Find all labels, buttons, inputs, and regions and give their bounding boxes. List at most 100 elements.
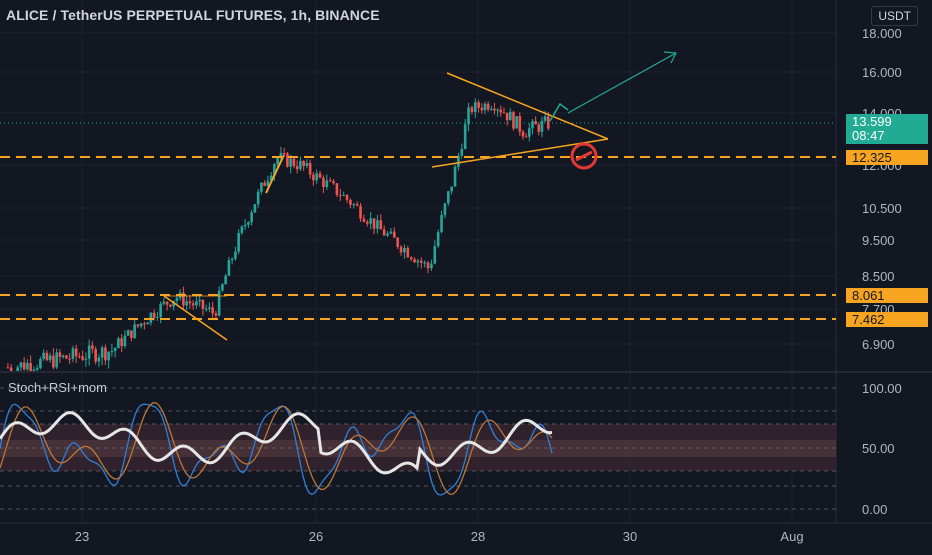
candle-body [393,231,396,238]
candle-body [139,323,143,327]
breakout-arrow-small[interactable] [549,102,569,122]
candle-body [97,357,101,362]
candle-body [490,108,493,110]
candle-body [399,246,403,253]
rsi-line [0,411,553,475]
candle-body [528,128,531,137]
candle-body [332,181,335,184]
candle-body [136,324,140,327]
candle-body [19,362,23,368]
candle-body [382,229,386,236]
time-tick-label: 30 [623,529,637,544]
price-axis[interactable]: 18.00016.00014.00012.00010.5009.5008.500… [862,26,902,352]
time-tick-label: Aug [780,529,803,544]
candle-body [182,292,185,306]
candle-body [443,203,447,216]
candle-body [253,204,257,213]
candle-body [518,116,522,132]
candle-body [123,335,127,347]
candle-body [292,158,296,167]
candle-body [349,199,352,205]
time-axis[interactable]: 23 26 28 30 Aug [75,529,804,544]
candle-body [107,351,110,361]
candle-body [328,180,332,182]
level-badge-1: 12.325 [846,150,928,165]
candle-body [477,102,480,108]
candle-body [359,205,362,219]
candle-body [423,262,426,264]
projection-arrow[interactable] [567,52,677,114]
candle-body [512,111,515,129]
candle-body [260,182,263,192]
candle-body [84,358,88,360]
candle-body [217,290,221,316]
candle-body [224,275,227,285]
level-badge-2: 8.061 [846,288,928,303]
candle-body [299,160,302,170]
candle-body [263,182,266,186]
candle-body [185,301,188,306]
candle-body [133,324,136,338]
flag-lower-trendline[interactable] [163,295,228,341]
candle-body [453,166,457,187]
candle-body [195,301,198,306]
candle-body [276,157,279,165]
flag-pole-line[interactable] [265,154,285,194]
candle-body [45,352,49,361]
candle-body [91,345,94,349]
candle-body [480,107,484,111]
currency-button[interactable]: USDT [871,6,918,26]
candle-body [286,153,289,167]
candle-body [474,102,477,112]
candle-body [537,124,541,132]
candle-body [496,109,499,111]
candle-body [372,218,376,229]
candle-body [48,355,52,361]
stoch-d-line [0,402,553,495]
time-tick-label: 23 [75,529,89,544]
candle-body [120,338,123,347]
triangle-upper-trendline[interactable] [446,72,609,140]
price-tick-label: 10.500 [862,201,902,216]
time-tick-label: 26 [309,529,323,544]
candle-body [269,175,273,181]
candle-body [143,323,146,325]
candle-body [524,136,528,138]
candle-body [237,232,240,252]
candle-body [467,107,470,125]
candle-body [355,204,359,206]
candle-body [420,260,423,263]
candle-body [515,116,518,129]
prohibited-icon[interactable] [570,142,598,170]
candlestick-series [6,98,550,371]
candle-body [169,304,172,307]
candle-body [243,224,247,227]
price-tick-label: 16.000 [862,65,902,80]
indicator-name[interactable]: Stoch+RSI+mom [8,380,107,395]
candle-body [71,348,75,359]
candle-body [403,247,406,253]
indicator-axis[interactable]: 100.00 50.00 0.00 [862,381,902,517]
candle-body [35,368,39,370]
candle-body [305,162,309,167]
candle-body [74,348,78,357]
price-tick-label: 9.500 [862,233,895,248]
candle-body [450,186,453,192]
candle-body [247,222,250,225]
candle-body [505,112,509,121]
candle-body [6,367,10,369]
candle-body [201,299,205,310]
candle-body [240,226,244,233]
candle-body [94,348,97,362]
candle-body [312,174,315,181]
candle-body [447,191,450,204]
candle-body [100,347,104,358]
candle-body [279,152,283,158]
candle-body [352,204,356,206]
candle-body [162,301,166,304]
candle-body [308,162,312,175]
candle-body [440,215,443,233]
symbol-title[interactable]: ALICE / TetherUS PERPETUAL FUTURES, 1h, … [6,7,380,23]
candle-body [26,363,29,370]
